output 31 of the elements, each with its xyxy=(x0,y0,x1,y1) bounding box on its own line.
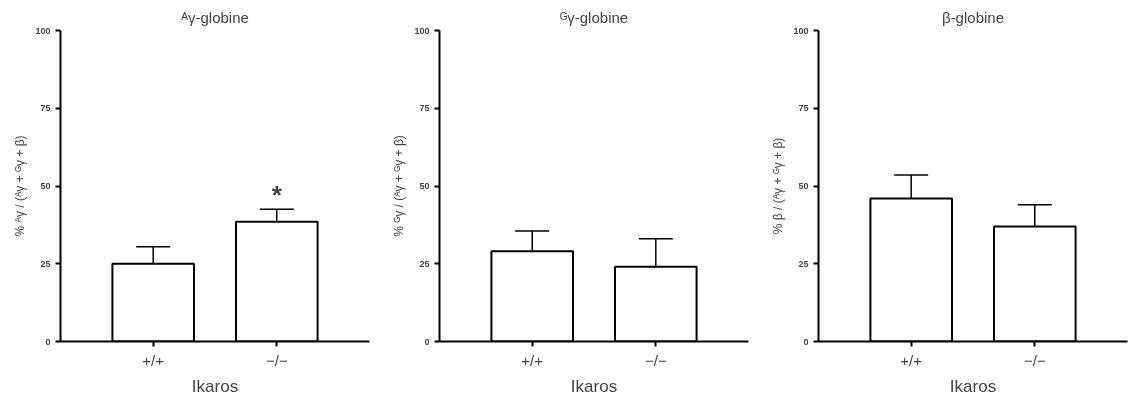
y-tick-label: 75 xyxy=(798,103,809,114)
chart-title: ᴳγ-globine xyxy=(559,8,629,26)
y-tick-label: 75 xyxy=(419,103,430,114)
y-axis-title: % ᴬγ / (ᴬγ + ᴳγ + β) xyxy=(13,135,28,237)
chart-title: β-globine xyxy=(942,8,1004,26)
y-tick-label: 100 xyxy=(793,25,809,36)
y-tick-label: 0 xyxy=(424,336,430,347)
y-tick-label: 0 xyxy=(803,336,809,347)
y-tick-label: 25 xyxy=(798,258,809,269)
y-axis-title: % ᴳγ / (ᴬγ + ᴳγ + β) xyxy=(392,135,407,237)
x-tick-label: +/+ xyxy=(142,351,165,369)
x-tick-label: −/− xyxy=(1023,351,1046,369)
y-tick-label: 100 xyxy=(414,25,430,36)
annotation: * xyxy=(271,180,283,211)
y-tick-label: 25 xyxy=(419,258,430,269)
y-tick-label: 50 xyxy=(798,181,809,191)
x-tick-label: +/+ xyxy=(900,351,923,369)
y-tick-label: 50 xyxy=(40,181,51,191)
y-tick-label: 75 xyxy=(40,103,51,114)
y-tick-label: 0 xyxy=(45,336,51,347)
x-axis-title: Ikaros xyxy=(949,376,997,396)
y-tick-label: 100 xyxy=(35,25,51,36)
y-tick-label: 25 xyxy=(40,258,51,269)
x-axis-title: Ikaros xyxy=(191,376,239,396)
x-tick-label: −/− xyxy=(644,351,667,369)
y-tick-label: 50 xyxy=(419,181,430,191)
x-tick-label: −/− xyxy=(265,351,288,369)
x-tick-label: +/+ xyxy=(521,351,544,369)
y-axis-title: % β / (ᴬγ + ᴳγ + β) xyxy=(771,137,786,235)
chart-title: ᴬγ-globine xyxy=(180,8,249,26)
x-axis-title: Ikaros xyxy=(570,376,618,396)
